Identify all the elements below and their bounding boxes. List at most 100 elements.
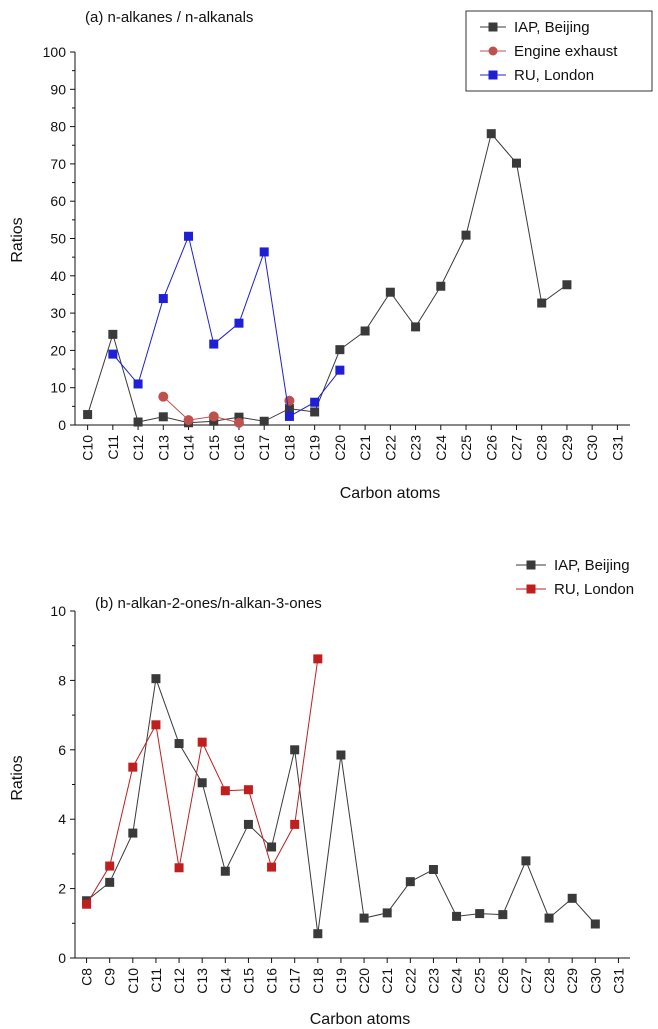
panel-a-legend: IAP, Beijing Engine exhaust RU, London xyxy=(465,10,653,92)
panel-a-data-point xyxy=(234,412,244,422)
panel-b-x-tick-label: C13 xyxy=(194,968,210,994)
panel-a-data-point xyxy=(511,158,521,168)
panel-b-data-point xyxy=(105,861,115,871)
panel-b-data-point xyxy=(475,909,485,919)
panel-a-legend-marker xyxy=(488,46,498,56)
panel-a-data-point xyxy=(108,329,118,339)
panel-b-data-point xyxy=(498,910,508,920)
panel-a-x-tick-label: C14 xyxy=(181,435,197,461)
panel-b-series-line xyxy=(86,678,596,934)
panel-b-data-point xyxy=(151,674,161,684)
panel-b-title: (b) n-alkan-2-ones/n-alkan-3-ones xyxy=(95,595,322,612)
panel-a-y-tick-label: 50 xyxy=(50,231,66,247)
panel-b-data-point xyxy=(521,856,531,866)
panel-b-x-tick-label: C11 xyxy=(148,968,164,993)
panel-b-series-2 xyxy=(82,654,323,909)
panel-b-x-tick-label: C8 xyxy=(79,968,95,986)
panel-b-data-point xyxy=(267,842,277,852)
panel-a-data-point xyxy=(411,322,421,332)
panel-b-data-point xyxy=(544,913,554,923)
panel-a-data-point xyxy=(234,318,244,328)
panel-a-data-point xyxy=(158,391,169,402)
panel-a-x-tick-label: C24 xyxy=(433,435,449,461)
panel-b-data-point xyxy=(428,865,438,875)
panel-a-data-point xyxy=(385,287,395,297)
panel-a-y-tick-label: 90 xyxy=(50,81,66,97)
panel-a-series-line xyxy=(162,396,240,424)
panel-b-y-tick-label: 6 xyxy=(58,742,66,758)
panel-b-y-tick-label: 2 xyxy=(58,881,66,897)
panel-b-x-tick-label: C30 xyxy=(587,968,603,994)
panel-a-x-axis-label: Carbon atoms xyxy=(340,485,441,502)
panel-a-legend-label: IAP, Beijing xyxy=(514,19,590,36)
panel-a-data-point xyxy=(335,345,345,355)
panel-a-y-tick-label: 10 xyxy=(50,380,66,396)
panel-b-legend: IAP, Beijing RU, London xyxy=(516,557,634,598)
panel-b-x-tick-label: C18 xyxy=(310,968,326,994)
panel-b-x-tick-label: C9 xyxy=(102,968,118,986)
panel-a-data-point xyxy=(133,417,143,427)
panel-a-y-tick-label: 20 xyxy=(50,342,66,358)
panel-b-chart: (b) n-alkan-2-ones/n-alkan-3-ones Carbon… xyxy=(9,557,634,1028)
panel-a-x-tick-label: C10 xyxy=(80,435,96,461)
panel-a-series-3 xyxy=(108,231,345,421)
panel-b-y-tick-label: 0 xyxy=(58,950,66,966)
panel-a-chart: (a) n-alkanes / n-alkanals Carbon atoms … xyxy=(9,9,653,502)
panel-b-data-point xyxy=(197,737,207,747)
panel-a-data-point xyxy=(537,298,547,308)
panel-b-legend-label: RU, London xyxy=(554,581,634,598)
panel-b-data-point xyxy=(382,908,392,918)
panel-b-legend-marker xyxy=(526,560,536,570)
panel-b-data-point xyxy=(267,862,277,872)
panel-a-data-point xyxy=(310,397,320,407)
panel-b-x-tick-label: C26 xyxy=(495,968,511,994)
panel-a-data-point xyxy=(461,230,471,240)
panel-a-x-tick-label: C28 xyxy=(534,435,550,461)
panel-a-data-point xyxy=(360,326,370,336)
panel-b-x-tick-label: C14 xyxy=(217,968,233,994)
panel-b-x-tick-label: C16 xyxy=(264,968,280,994)
panel-b-data-point xyxy=(82,899,92,909)
panel-a-y-tick-label: 60 xyxy=(50,193,66,209)
panel-b-data-point xyxy=(220,786,230,796)
panel-a-data-point xyxy=(158,412,168,422)
panel-a-series-line xyxy=(112,234,341,418)
panel-b-legend-label: IAP, Beijing xyxy=(554,557,630,574)
panel-a-data-point xyxy=(83,410,93,420)
panel-b-x-tick-label: C10 xyxy=(125,968,141,994)
panel-a-legend-label: RU, London xyxy=(514,67,594,84)
panel-b-data-point xyxy=(128,762,138,772)
panel-b-y-tick-label: 4 xyxy=(58,811,66,827)
panel-a-x-tick-label: C16 xyxy=(231,435,247,461)
panel-b-x-tick-label: C31 xyxy=(610,968,626,994)
panel-a-data-point xyxy=(310,407,320,417)
panel-a-x-tick-label: C21 xyxy=(357,435,373,461)
panel-b-y-tick-label: 10 xyxy=(50,603,66,619)
panel-b-data-point xyxy=(105,877,115,887)
panel-b-series-1 xyxy=(82,674,600,939)
panel-b-data-point xyxy=(336,750,346,760)
panel-b-x-tick-label: C15 xyxy=(240,968,256,994)
panel-a-data-point xyxy=(284,411,294,421)
panel-a-legend-label: Engine exhaust xyxy=(514,43,618,60)
panel-a-data-point xyxy=(209,339,219,349)
panel-a-data-point xyxy=(259,247,269,257)
panel-a-y-tick-label: 40 xyxy=(50,268,66,284)
panel-b-x-tick-label: C28 xyxy=(541,968,557,994)
panel-a-x-tick-label: C11 xyxy=(105,435,121,460)
panel-b-data-point xyxy=(243,819,253,829)
panel-a-y-tick-label: 80 xyxy=(50,119,66,135)
panel-a-y-tick-label: 30 xyxy=(50,305,66,321)
panel-a-data-point xyxy=(486,129,496,139)
panel-a-series-2 xyxy=(158,391,295,428)
panel-a-x-tick-label: C20 xyxy=(332,435,348,461)
panel-b-data-point xyxy=(290,819,300,829)
panel-b-x-tick-label: C23 xyxy=(425,968,441,994)
panel-a-data-point xyxy=(158,294,168,304)
panel-a-y-axis-label: Ratios xyxy=(9,217,26,262)
panel-a-data-point xyxy=(284,404,294,414)
panel-a-data-point xyxy=(335,365,345,375)
panel-b-data-point xyxy=(174,863,184,873)
panel-a-data-point xyxy=(108,349,118,359)
